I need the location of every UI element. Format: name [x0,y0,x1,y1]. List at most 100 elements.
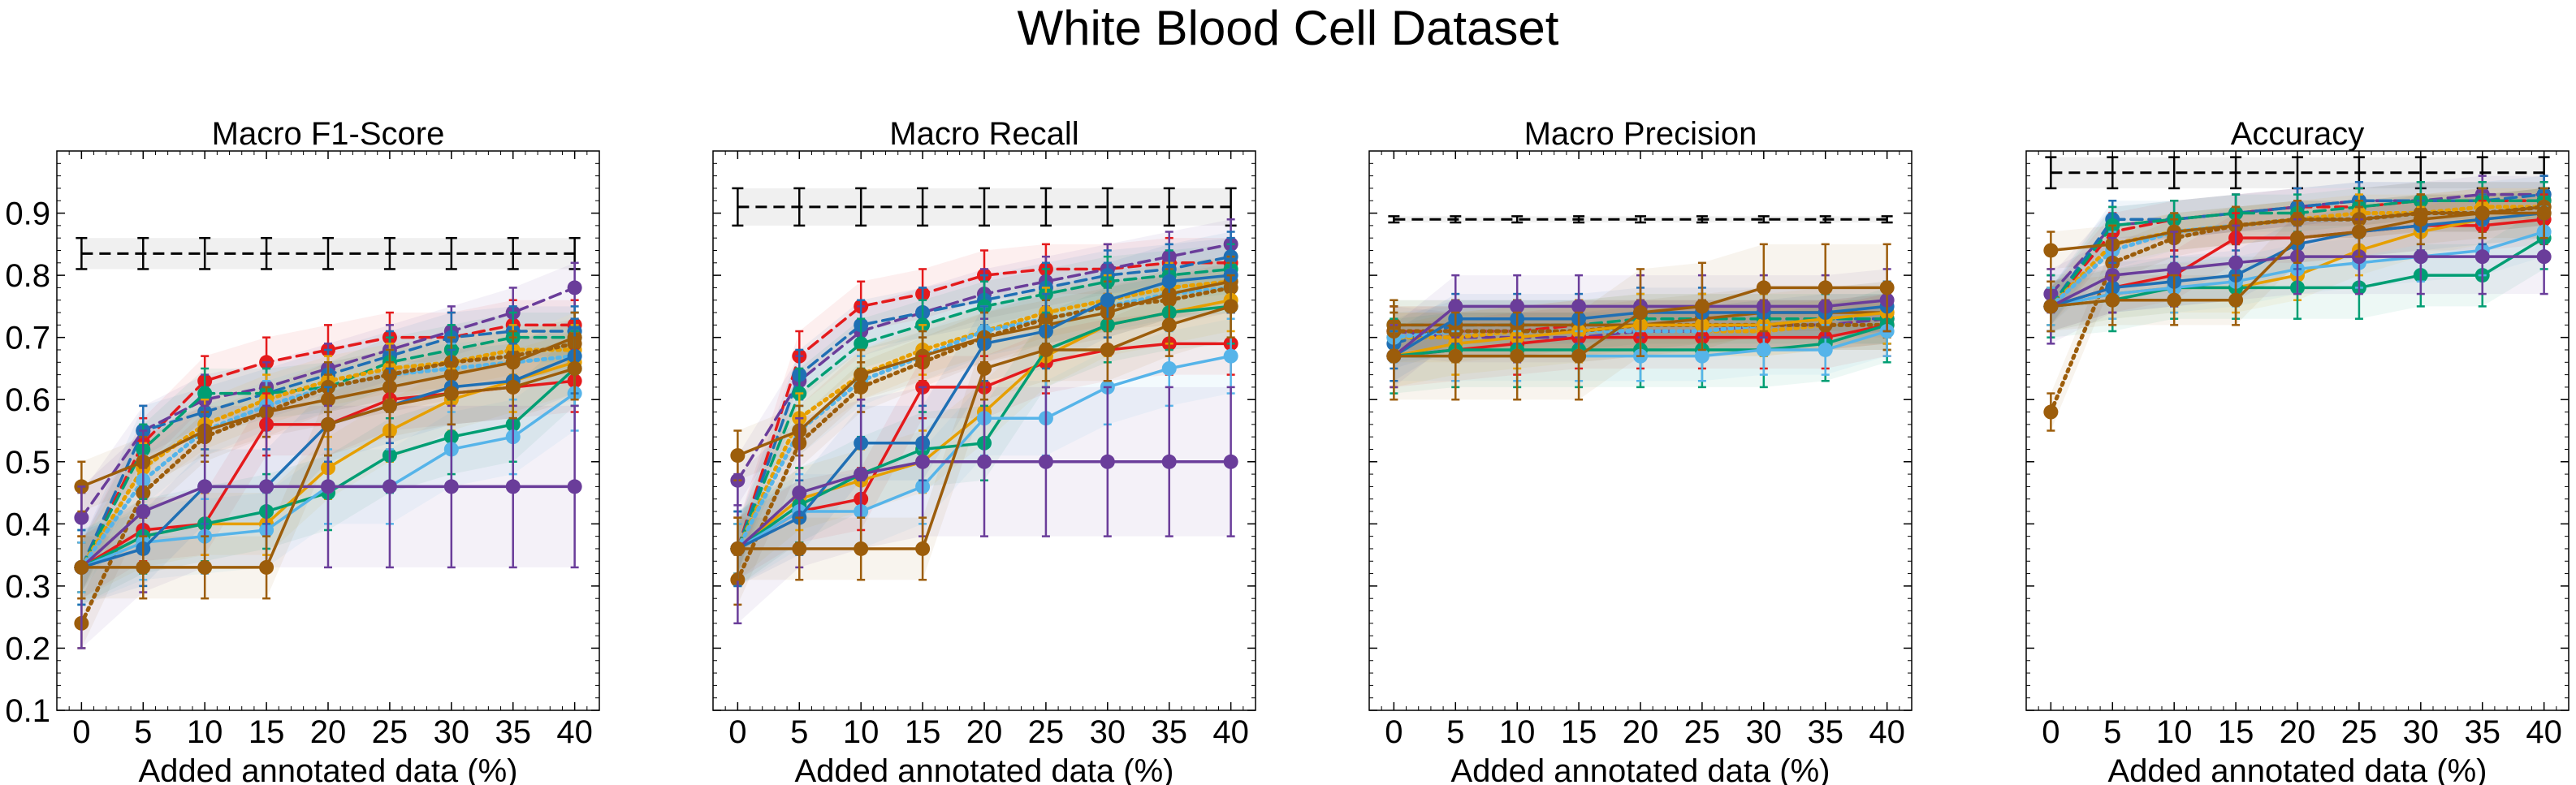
x-tick-label: 15 [2218,714,2254,750]
data-point [1100,343,1115,357]
x-tick-label: 5 [134,714,152,750]
data-point [2475,206,2490,221]
data-point [2228,256,2243,270]
data-point [1100,293,1115,308]
data-point [1695,349,1709,364]
data-point [2043,243,2058,257]
data-point [2537,206,2552,221]
data-point [259,479,274,494]
y-tick-label: 0.5 [5,445,50,481]
data-point [730,448,745,463]
data-point [1100,455,1115,469]
data-point [854,541,868,556]
data-point [2043,299,2058,313]
data-point [1757,280,1771,295]
plot-area [1386,216,1894,399]
x-axis-label: Added annotated data (%) [138,753,517,785]
data-point [792,541,806,556]
data-point [915,541,930,556]
data-point [2167,261,2181,276]
data-point [321,417,335,432]
x-tick-label: 30 [2403,714,2440,750]
data-point [1162,455,1177,469]
plot-area [730,188,1238,623]
data-point [1224,299,1238,313]
data-point [321,479,335,494]
data-point [792,485,806,500]
x-tick-label: 35 [495,714,531,750]
axes-frame [1369,151,1912,710]
x-tick-label: 0 [2042,714,2060,750]
x-tick-label: 25 [372,714,408,750]
data-point [568,361,582,376]
data-point [2475,249,2490,264]
x-tick-label: 40 [556,714,593,750]
data-point [197,386,212,401]
y-tick-label: 0.9 [5,196,50,232]
x-tick-label: 10 [187,714,223,750]
y-tick-label: 0.6 [5,382,50,418]
data-point [1880,280,1895,295]
data-point [1039,455,1053,469]
chart-panel-4: 0 5 10 15 20 25 30 35 40 Accuracy Added annotated … [2026,116,2569,785]
data-point [444,386,459,401]
data-point [977,361,992,376]
data-point [444,479,459,494]
x-tick-label: 15 [905,714,941,750]
data-point [2167,293,2181,308]
x-tick-label: 5 [1446,714,1464,750]
data-point [197,479,212,494]
data-point [1571,299,1586,313]
x-tick-label: 10 [843,714,880,750]
data-point [1818,343,1833,357]
x-tick-label: 0 [728,714,746,750]
data-point [2414,249,2428,264]
data-point [854,368,868,382]
data-point [1224,349,1238,364]
x-tick-label: 35 [1151,714,1187,750]
x-tick-label: 10 [2156,714,2193,750]
data-point [568,479,582,494]
x-tick-label: 20 [1623,714,1659,750]
x-axis-label: Added annotated data (%) [1450,753,1830,785]
x-tick-label: 30 [434,714,470,750]
data-point [136,504,150,519]
x-tick-label: 0 [1385,714,1403,750]
x-tick-label: 25 [2341,714,2378,750]
data-point [383,479,397,494]
data-point [1510,349,1524,364]
x-tick-label: 5 [2103,714,2121,750]
data-point [506,380,521,395]
y-tick-label: 0.7 [5,321,50,356]
x-tick-label: 15 [1561,714,1597,750]
data-point [197,560,212,575]
x-tick-label: 5 [790,714,808,750]
data-point [1162,274,1177,289]
x-tick-label: 40 [1212,714,1249,750]
data-point [1510,299,1524,313]
panel-title: Macro Recall [889,116,1078,152]
y-tick-label: 0.3 [5,569,50,605]
x-tick-label: 35 [2464,714,2500,750]
chart-panel-1: 0.1 0.2 0.3 0.4 0.5 0.6 0.7 0.8 0.9 0 5 10 15 20 25 30 3… [5,116,599,785]
data-point [2105,293,2120,308]
x-tick-label: 35 [1807,714,1843,750]
x-tick-label: 40 [1869,714,1905,750]
x-tick-label: 30 [1746,714,1783,750]
data-point [383,399,397,413]
data-point [2414,212,2428,226]
data-point [506,479,521,494]
data-point [1757,343,1771,357]
data-point [259,560,274,575]
x-tick-label: 15 [249,714,285,750]
x-tick-label: 20 [966,714,1003,750]
chart-panel-2: 0 5 10 15 20 25 30 35 40 Macro Recall Added annota… [713,116,1256,785]
x-tick-label: 40 [2526,714,2562,750]
data-point [1386,349,1401,364]
data-point [1448,299,1463,313]
data-point [2537,249,2552,264]
data-point [2043,405,2058,420]
data-point [854,467,868,481]
x-tick-label: 25 [1028,714,1065,750]
